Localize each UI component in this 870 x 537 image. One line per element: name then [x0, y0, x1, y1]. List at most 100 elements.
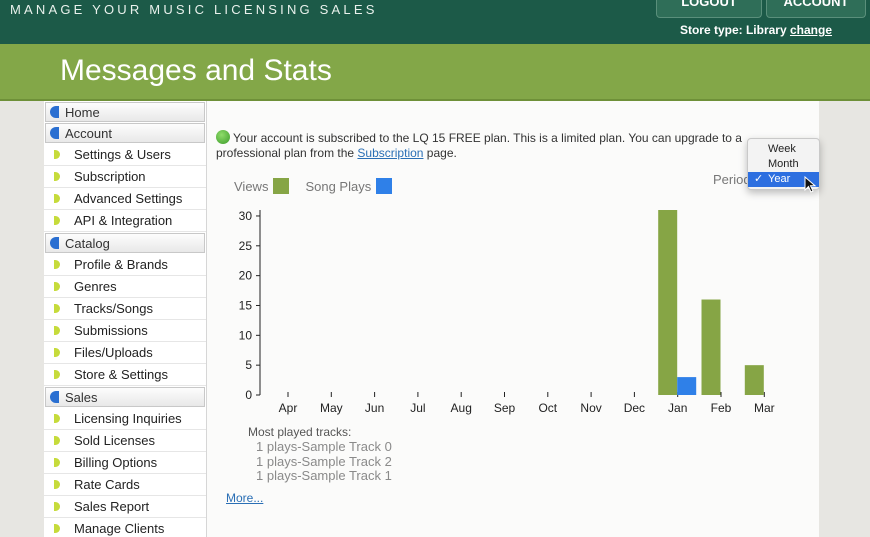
- section-bullet-icon: [50, 127, 59, 139]
- x-tick-label: Apr: [279, 401, 298, 415]
- sidebar-item-label: Billing Options: [74, 455, 158, 470]
- sidebar-item-label: Sold Licenses: [74, 433, 155, 448]
- sidebar-item-genres[interactable]: Genres: [44, 276, 206, 298]
- item-bullet-icon: [54, 260, 60, 269]
- sidebar-item-settings-users[interactable]: Settings & Users: [44, 144, 206, 166]
- sidebar-section-label: Account: [65, 125, 112, 141]
- sidebar-section-label: Catalog: [65, 235, 110, 251]
- x-tick-label: Jun: [365, 401, 384, 415]
- item-bullet-icon: [54, 436, 60, 445]
- legend-views-label: Views: [234, 178, 269, 194]
- subscription-notice: Your account is subscribed to the LQ 15 …: [216, 130, 776, 161]
- item-bullet-icon: [54, 282, 60, 291]
- mouse-cursor-icon: [804, 176, 817, 193]
- sidebar-section-sales[interactable]: Sales: [45, 387, 205, 407]
- y-tick-label: 30: [239, 209, 253, 223]
- notice-text: Your account is subscribed to the LQ 15 …: [216, 131, 742, 160]
- bar-song-plays: [677, 377, 697, 395]
- sidebar-item-profile-brands[interactable]: Profile & Brands: [44, 254, 206, 276]
- most-played-track: 1 plays-Sample Track 2: [256, 453, 392, 469]
- x-tick-label: Mar: [754, 401, 775, 415]
- sidebar-item-label: Subscription: [74, 169, 146, 184]
- bar-views: [744, 365, 764, 395]
- sidebar-nav: Home Account Settings & Users Subscription A…: [44, 101, 207, 537]
- item-bullet-icon: [54, 458, 60, 467]
- most-played-track: 1 plays-Sample Track 0: [256, 439, 392, 454]
- sidebar-item-advanced-settings[interactable]: Advanced Settings: [44, 188, 206, 210]
- item-bullet-icon: [54, 414, 60, 423]
- sidebar-item-label: Licensing Inquiries: [74, 411, 182, 426]
- more-link[interactable]: More...: [226, 491, 264, 505]
- sidebar-section-label: Sales: [65, 389, 98, 405]
- sidebar-item-sold-licenses[interactable]: Sold Licenses: [44, 430, 206, 452]
- item-bullet-icon: [54, 216, 60, 225]
- sidebar-item-subscription[interactable]: Subscription: [44, 166, 206, 188]
- legend-plays-swatch: [376, 178, 393, 194]
- section-bullet-icon: [50, 237, 59, 249]
- y-tick-label: 5: [245, 358, 252, 372]
- sidebar-item-label: Rate Cards: [74, 477, 140, 492]
- period-option-month[interactable]: Month: [748, 157, 819, 172]
- y-tick-label: 15: [239, 298, 253, 312]
- notice-text-end: page.: [423, 146, 457, 160]
- main-content: Your account is subscribed to the LQ 15 …: [207, 101, 819, 537]
- sidebar-item-licensing-inquiries[interactable]: Licensing Inquiries: [44, 408, 206, 430]
- period-option-label: Week: [768, 143, 796, 155]
- item-bullet-icon: [54, 326, 60, 335]
- subscription-link[interactable]: Subscription: [357, 146, 424, 160]
- sidebar-item-label: Profile & Brands: [74, 257, 168, 272]
- item-bullet-icon: [54, 370, 60, 379]
- sidebar-item-label: Files/Uploads: [74, 345, 153, 360]
- title-band: Messages and Stats: [0, 44, 870, 101]
- sidebar-section-catalog[interactable]: Catalog: [45, 233, 205, 253]
- x-tick-label: Dec: [624, 401, 645, 415]
- sidebar-section-home[interactable]: Home: [45, 102, 205, 122]
- sidebar-item-rate-cards[interactable]: Rate Cards: [44, 474, 206, 496]
- sidebar-item-label: Genres: [74, 279, 117, 294]
- sidebar-item-files-uploads[interactable]: Files/Uploads: [44, 342, 206, 364]
- sidebar-item-submissions[interactable]: Submissions: [44, 320, 206, 342]
- section-bullet-icon: [50, 391, 59, 403]
- stats-bar-chart: 0 5 10 15 20 25 30 Apr May Jun Jul Aug Sep Oct Nov Dec J…: [239, 209, 775, 415]
- item-bullet-icon: [54, 150, 60, 159]
- x-tick-label: Aug: [451, 401, 472, 415]
- legend-plays-label: Song Plays: [305, 178, 372, 194]
- item-bullet-icon: [54, 502, 60, 511]
- sidebar-item-api-integration[interactable]: API & Integration: [44, 210, 206, 232]
- x-tick-label: Nov: [580, 401, 601, 415]
- store-type-info: Store type: Library change: [680, 23, 832, 37]
- sidebar-item-manage-clients[interactable]: Manage Clients: [44, 518, 206, 537]
- period-option-week[interactable]: Week: [748, 142, 819, 157]
- y-tick-label: 0: [245, 388, 252, 402]
- sidebar-section-account[interactable]: Account: [45, 123, 205, 143]
- sidebar-item-sales-report[interactable]: Sales Report: [44, 496, 206, 518]
- item-bullet-icon: [54, 304, 60, 313]
- period-option-label: Month: [768, 158, 799, 170]
- store-type-text: Store type: Library: [679, 23, 790, 37]
- sidebar-section-label: Home: [65, 104, 100, 120]
- sidebar-item-billing-options[interactable]: Billing Options: [44, 452, 206, 474]
- sidebar-item-label: Store & Settings: [74, 367, 168, 382]
- x-tick-label: Feb: [711, 401, 732, 415]
- chart-legend: Views Song Plays: [234, 178, 408, 194]
- page-title: Messages and Stats: [60, 54, 332, 87]
- sidebar-item-label: Tracks/Songs: [74, 301, 153, 316]
- status-ok-icon: [216, 130, 230, 144]
- x-tick-label: Oct: [538, 401, 557, 415]
- x-tick-label: Jan: [668, 401, 687, 415]
- account-button[interactable]: ACCOUNT: [766, 0, 866, 18]
- y-tick-label: 20: [239, 269, 253, 283]
- item-bullet-icon: [54, 524, 60, 533]
- top-header: MANAGE YOUR MUSIC LICENSING SALES LOGOUT…: [0, 0, 870, 44]
- most-played-track: 1 plays-Sample Track 1: [256, 468, 392, 483]
- legend-views-swatch: [273, 178, 290, 194]
- logout-button[interactable]: LOGOUT: [656, 0, 762, 18]
- sidebar-item-tracks-songs[interactable]: Tracks/Songs: [44, 298, 206, 320]
- item-bullet-icon: [54, 194, 60, 203]
- sidebar-item-store-settings[interactable]: Store & Settings: [44, 364, 206, 386]
- store-type-change-link[interactable]: change: [789, 23, 832, 37]
- period-option-year[interactable]: ✓ Year: [748, 172, 819, 187]
- x-tick-label: May: [320, 401, 343, 415]
- item-bullet-icon: [54, 480, 60, 489]
